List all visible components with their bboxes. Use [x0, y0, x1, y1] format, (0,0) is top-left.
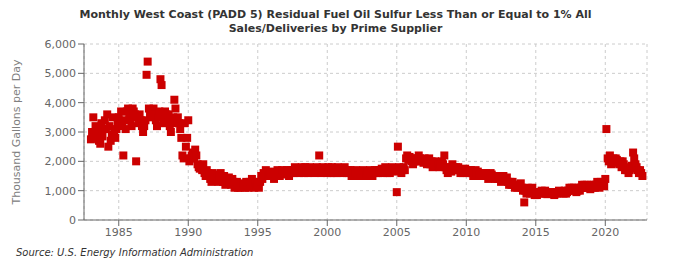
svg-text:Thousand Gallons per Day: Thousand Gallons per Day [10, 59, 23, 206]
svg-text:2005: 2005 [383, 226, 411, 239]
svg-text:2010: 2010 [452, 226, 480, 239]
svg-text:1995: 1995 [244, 226, 272, 239]
svg-text:2020: 2020 [591, 226, 619, 239]
svg-text:6,000: 6,000 [45, 38, 77, 51]
svg-text:5,000: 5,000 [45, 67, 77, 80]
html-text:Source: U.S. Energy Informatio: Source: U.S. Energy Information Administ… [16, 247, 254, 258]
html-text:Monthly West Coast (PADD 5) Re: Monthly West Coast (PADD 5) Residual Fue… [79, 8, 592, 21]
svg-text:2,000: 2,000 [45, 155, 77, 168]
html-text:Sales/Deliveries by Prime Supp: Sales/Deliveries by Prime Supplier [228, 22, 443, 35]
svg-text:3,000: 3,000 [45, 126, 77, 139]
svg-text:0: 0 [69, 214, 76, 227]
svg-text:1990: 1990 [174, 226, 202, 239]
svg-text:2000: 2000 [313, 226, 341, 239]
svg-text:1985: 1985 [105, 226, 133, 239]
svg-text:2015: 2015 [522, 226, 550, 239]
svg-text:4,000: 4,000 [45, 97, 77, 110]
svg-text:1,000: 1,000 [45, 185, 77, 198]
